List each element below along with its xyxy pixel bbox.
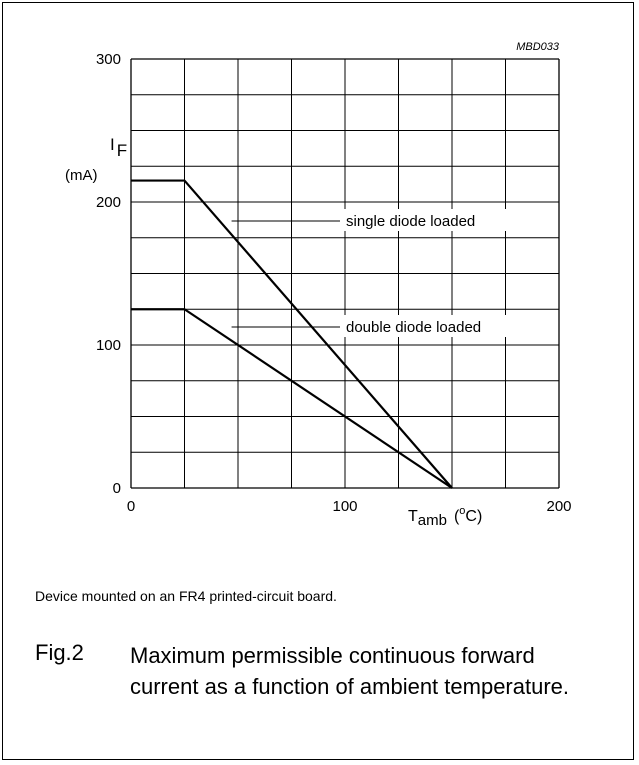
- series-label: double diode loaded: [346, 319, 481, 336]
- grid: [130, 58, 560, 489]
- x-axis-unit-open: (: [454, 508, 460, 525]
- y-tick-label: 0: [113, 480, 121, 497]
- x-tick-label: 200: [546, 498, 571, 515]
- y-axis-unit: (mA): [65, 167, 98, 184]
- x-axis-label: Tamb (oC): [408, 505, 482, 529]
- chart: single diode loaded double diode loaded 0…: [65, 41, 572, 529]
- y-tick-label: 200: [96, 194, 121, 211]
- series-label-bg: [342, 315, 524, 337]
- series-line: [131, 308, 453, 489]
- x-tick-label: 0: [127, 498, 135, 515]
- y-tick-label: 300: [96, 51, 121, 68]
- figure-frame: [2, 2, 634, 760]
- series-label-bg: [342, 209, 524, 231]
- y-axis-label-main: I: [110, 135, 115, 154]
- figure-note: Device mounted on an FR4 printed-circuit…: [35, 588, 337, 604]
- x-axis-label-main: T: [408, 508, 418, 525]
- x-tick-label: 100: [332, 498, 357, 515]
- series-line: [131, 179, 453, 489]
- x-axis-unit-close: C): [465, 508, 482, 525]
- chart-code: MBD033: [516, 41, 560, 53]
- label-layer: 0 100 200 300 0 100 200: [96, 51, 572, 515]
- series-layer: single diode loaded double diode loaded: [131, 179, 524, 489]
- figure-number: Fig.2: [35, 640, 84, 665]
- y-axis-label-sub: F: [117, 141, 127, 160]
- figure-caption: Maximum permissible continuous forward c…: [130, 643, 570, 699]
- y-tick-label: 100: [96, 337, 121, 354]
- x-axis-label-sub: amb: [418, 512, 447, 529]
- x-axis-unit-sup: o: [459, 505, 465, 517]
- series-label: single diode loaded: [346, 213, 475, 230]
